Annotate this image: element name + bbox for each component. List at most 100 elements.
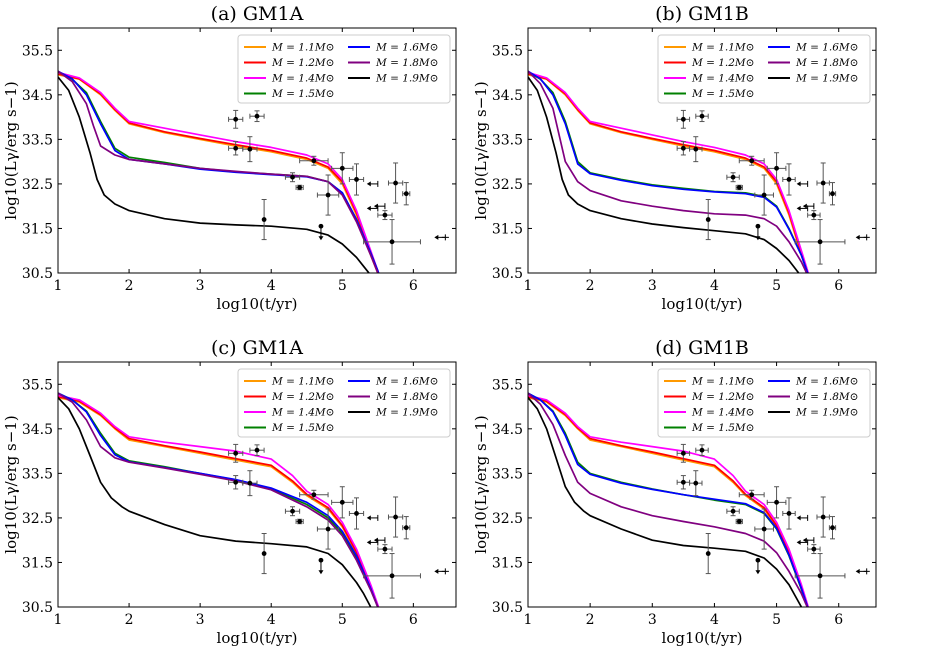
y-tick-label: 30.5	[22, 266, 53, 282]
y-tick-label: 33.5	[22, 466, 53, 482]
legend-label: M = 1.4M⊙	[271, 407, 334, 419]
y-tick-label: 32.5	[22, 511, 53, 527]
obs-limit-arrow	[318, 570, 324, 575]
y-tick-label: 35.5	[22, 377, 53, 393]
y-tick-label: 32.5	[492, 177, 523, 193]
y-tick-label: 30.5	[22, 600, 53, 616]
legend-label: M = 1.1M⊙	[691, 376, 754, 388]
x-tick-label: 4	[710, 278, 719, 294]
obs-point	[393, 180, 398, 186]
obs-point	[233, 479, 239, 485]
obs-point	[749, 492, 755, 498]
obs-point	[820, 180, 826, 186]
obs-limit-arrow	[796, 515, 801, 521]
panel-title: (a) GM1A	[211, 3, 304, 25]
obs-limit-arrow	[434, 568, 439, 574]
legend-label: M = 1.5M⊙	[271, 422, 334, 434]
legend-label: M = 1.6M⊙	[375, 376, 438, 388]
observation-group	[676, 443, 870, 599]
x-tick-label: 6	[834, 278, 843, 294]
y-tick-label: 31.5	[22, 555, 53, 571]
legend-label: M = 1.9M⊙	[795, 407, 858, 419]
obs-point	[749, 158, 755, 164]
x-tick-label: 3	[648, 612, 657, 628]
legend-label: M = 1.8M⊙	[375, 57, 438, 69]
obs-point	[290, 174, 295, 180]
obs-point	[393, 514, 398, 520]
legend-label: M = 1.2M⊙	[691, 391, 754, 403]
series-line-1	[528, 73, 809, 273]
series-group	[528, 392, 810, 607]
legend-label: M = 1.9M⊙	[795, 73, 858, 85]
obs-limit-arrow	[855, 234, 860, 240]
x-tick-label: 6	[409, 612, 418, 628]
legend-label: M = 1.6M⊙	[795, 42, 858, 54]
obs-point	[699, 447, 705, 453]
obs-point	[811, 212, 817, 218]
y-tick-label: 33.5	[492, 132, 523, 148]
obs-point	[830, 191, 835, 197]
observation-group	[228, 443, 449, 599]
obs-point	[693, 146, 699, 152]
legend-box	[657, 368, 871, 438]
legend-label: M = 1.4M⊙	[691, 73, 754, 85]
obs-point	[389, 573, 395, 579]
obs-point	[774, 165, 779, 171]
series-line-6	[528, 397, 803, 607]
series-line-0	[528, 73, 809, 273]
legend-label: M = 1.9M⊙	[375, 73, 438, 85]
x-axis-label: log10(t/yr)	[662, 295, 743, 313]
x-tick-label: 1	[54, 278, 63, 294]
series-line-4	[58, 70, 380, 273]
obs-point	[290, 508, 295, 514]
obs-limit-arrow	[318, 236, 324, 241]
y-tick-label: 31.5	[22, 221, 53, 237]
panel-title: (b) GM1B	[655, 3, 749, 25]
obs-point	[318, 223, 324, 229]
series-line-6	[58, 397, 372, 607]
x-tick-label: 5	[772, 278, 781, 294]
obs-point	[820, 514, 826, 520]
panel-0: (a) GM1A 1 2 3 4 5 6 30.5 31.5 32.5 33.5 34.5 35.5 lo…	[2, 3, 457, 313]
x-tick-label: 1	[524, 612, 533, 628]
x-tick-label: 2	[586, 612, 595, 628]
obs-limit-arrow	[434, 234, 439, 240]
y-tick-label: 32.5	[22, 177, 53, 193]
legend-label: M = 1.8M⊙	[375, 391, 438, 403]
x-tick-label: 4	[710, 612, 719, 628]
obs-point	[680, 116, 686, 122]
obs-point	[311, 158, 317, 164]
obs-point	[680, 479, 686, 485]
obs-point	[736, 519, 742, 524]
obs-point	[354, 177, 359, 182]
x-axis-label: log10(t/yr)	[217, 295, 298, 313]
y-tick-label: 31.5	[492, 555, 523, 571]
x-tick-label: 5	[772, 612, 781, 628]
obs-point	[680, 145, 686, 151]
legend-box	[657, 34, 871, 104]
x-tick-label: 6	[409, 278, 418, 294]
obs-limit-arrow	[855, 568, 860, 574]
legend-label: M = 1.6M⊙	[375, 42, 438, 54]
y-tick-label: 33.5	[492, 466, 523, 482]
obs-limit-arrow	[755, 570, 761, 575]
series-line-2	[58, 71, 380, 273]
obs-point	[830, 525, 835, 531]
legend-label: M = 1.5M⊙	[691, 88, 754, 100]
obs-point	[311, 492, 317, 498]
series-group	[528, 70, 810, 273]
y-tick-label: 33.5	[22, 132, 53, 148]
y-tick-label: 34.5	[492, 422, 523, 438]
obs-point	[699, 113, 705, 119]
obs-point	[339, 165, 345, 171]
x-tick-label: 1	[524, 278, 533, 294]
y-tick-label: 35.5	[492, 377, 523, 393]
obs-limit-arrow	[796, 181, 801, 187]
obs-point	[755, 557, 761, 563]
series-line-4	[528, 70, 809, 273]
legend-box	[237, 368, 451, 438]
obs-point	[254, 447, 260, 453]
obs-point	[693, 480, 699, 486]
obs-point	[382, 212, 388, 218]
series-line-5	[528, 392, 809, 607]
